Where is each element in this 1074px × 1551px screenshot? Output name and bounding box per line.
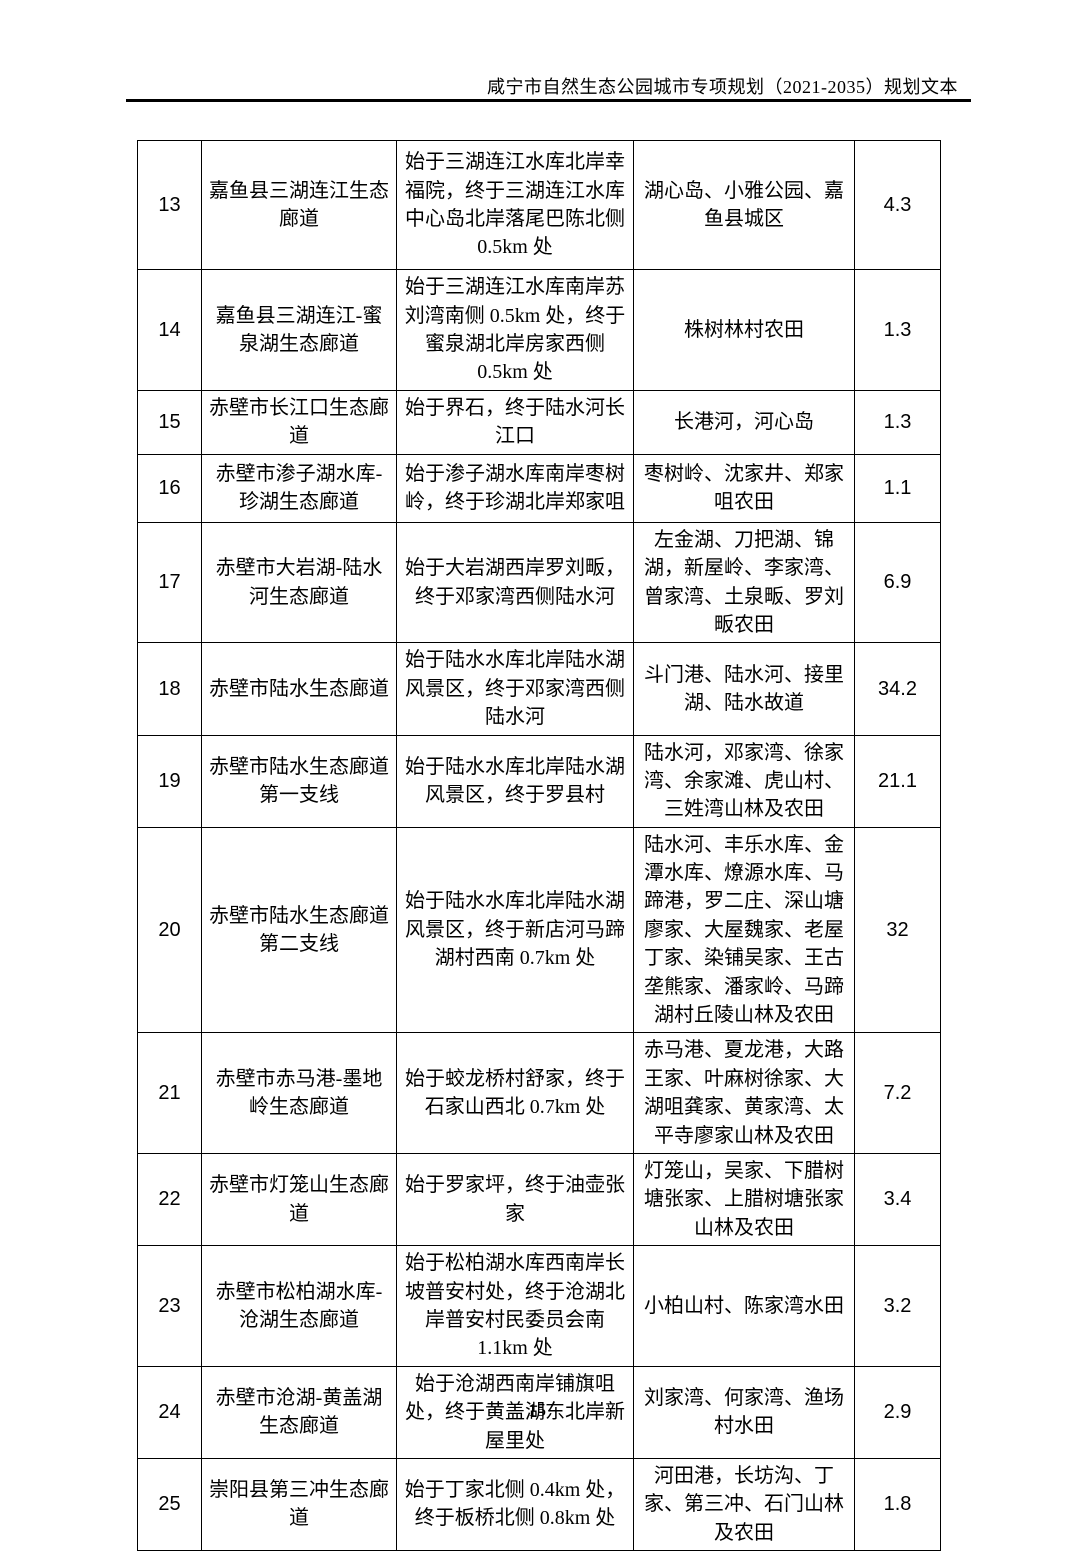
row-number: 15 [137, 390, 202, 455]
table-row: 24 赤壁市沧湖-黄盖湖生态廊道 始于沧湖西南岸铺旗咀处，终于黄盖湖东北岸新屋里… [137, 1365, 941, 1459]
table-row: 25 崇阳县第三冲生态廊道 始于丁家北侧 0.4km 处，终于板桥北侧 0.8k… [137, 1457, 941, 1551]
corridor-length: 32 [854, 826, 941, 1034]
page-header-title: 咸宁市自然生态公园城市专项规划（2021-2035）规划文本 [487, 77, 958, 97]
corridor-length: 21.1 [854, 734, 941, 828]
corridor-name: 赤壁市松柏湖水库-沧湖生态廊道 [201, 1245, 397, 1367]
row-number: 13 [137, 140, 202, 270]
corridor-areas: 河田港，长坊沟、丁家、第三冲、石门山林及农田 [633, 1457, 855, 1551]
corridor-length: 3.4 [854, 1152, 941, 1247]
table-row: 18 赤壁市陆水生态廊道 始于陆水水库北岸陆水湖风景区，终于邓家湾西侧陆水河 斗… [137, 642, 941, 736]
corridor-areas: 左金湖、刀把湖、锦湖，新屋岭、李家湾、曾家湾、土泉畈、罗刘畈农田 [633, 521, 855, 644]
row-number: 17 [137, 521, 202, 644]
corridor-name: 赤壁市灯笼山生态廊道 [201, 1152, 397, 1247]
table-row: 23 赤壁市松柏湖水库-沧湖生态廊道 始于松柏湖水库西南岸长坡普安村处，终于沧湖… [137, 1245, 941, 1367]
corridor-route: 始于陆水水库北岸陆水湖风景区，终于罗县村 [396, 734, 634, 828]
corridor-length: 1.1 [854, 453, 941, 523]
corridor-length: 3.2 [854, 1245, 941, 1367]
corridor-areas: 灯笼山，吴家、下腊树塘张家、上腊树塘张家山林及农田 [633, 1152, 855, 1247]
table-row: 21 赤壁市赤马港-墨地岭生态廊道 始于蛟龙桥村舒家，终于石家山西北 0.7km… [137, 1032, 941, 1154]
corridor-areas: 株树林村农田 [633, 269, 855, 391]
corridor-length: 7.2 [854, 1032, 941, 1154]
corridor-length: 2.9 [854, 1365, 941, 1459]
corridor-name: 赤壁市大岩湖-陆水河生态廊道 [201, 521, 397, 644]
corridor-areas: 枣树岭、沈家井、郑家咀农田 [633, 453, 855, 523]
row-number: 22 [137, 1152, 202, 1247]
corridor-length: 1.8 [854, 1457, 941, 1551]
corridor-name: 赤壁市赤马港-墨地岭生态廊道 [201, 1032, 397, 1154]
page-number: 15 [528, 1400, 546, 1420]
row-number: 25 [137, 1457, 202, 1551]
row-number: 21 [137, 1032, 202, 1154]
table-row: 20 赤壁市陆水生态廊道第二支线 始于陆水水库北岸陆水湖风景区，终于新店河马蹄湖… [137, 826, 941, 1034]
row-number: 23 [137, 1245, 202, 1367]
corridor-areas: 赤马港、夏龙港，大路王家、叶麻树徐家、大湖咀龚家、黄家湾、太平寺廖家山林及农田 [633, 1032, 855, 1154]
row-number: 19 [137, 734, 202, 828]
corridor-name: 赤壁市沧湖-黄盖湖生态廊道 [201, 1365, 397, 1459]
corridor-length: 1.3 [854, 269, 941, 391]
header-rule [126, 99, 971, 102]
row-number: 18 [137, 642, 202, 736]
corridor-name: 赤壁市长江口生态廊道 [201, 390, 397, 455]
corridor-name: 嘉鱼县三湖连江生态廊道 [201, 140, 397, 270]
corridor-route: 始于蛟龙桥村舒家，终于石家山西北 0.7km 处 [396, 1032, 634, 1154]
corridor-length: 34.2 [854, 642, 941, 736]
corridor-areas: 小柏山村、陈家湾水田 [633, 1245, 855, 1367]
table-row: 15 赤壁市长江口生态廊道 始于界石，终于陆水河长江口 长港河，河心岛 1.3 [137, 390, 941, 455]
corridor-table: 13 嘉鱼县三湖连江生态廊道 始于三湖连江水库北岸幸福院，终于三湖连江水库中心岛… [137, 140, 941, 1551]
corridor-name: 崇阳县第三冲生态廊道 [201, 1457, 397, 1551]
row-number: 14 [137, 269, 202, 391]
corridor-areas: 斗门港、陆水河、接里湖、陆水故道 [633, 642, 855, 736]
corridor-name: 赤壁市陆水生态廊道第一支线 [201, 734, 397, 828]
corridor-route: 始于三湖连江水库北岸幸福院，终于三湖连江水库中心岛北岸落尾巴陈北侧 0.5km … [396, 140, 634, 270]
corridor-route: 始于丁家北侧 0.4km 处，终于板桥北侧 0.8km 处 [396, 1457, 634, 1551]
corridor-route: 始于松柏湖水库西南岸长坡普安村处，终于沧湖北岸普安村民委员会南 1.1km 处 [396, 1245, 634, 1367]
table-row: 16 赤壁市渗子湖水库-珍湖生态廊道 始于渗子湖水库南岸枣树岭，终于珍湖北岸郑家… [137, 453, 941, 523]
row-number: 20 [137, 826, 202, 1034]
corridor-name: 赤壁市陆水生态廊道 [201, 642, 397, 736]
corridor-length: 4.3 [854, 140, 941, 270]
corridor-table-body: 13 嘉鱼县三湖连江生态廊道 始于三湖连江水库北岸幸福院，终于三湖连江水库中心岛… [137, 140, 941, 1551]
corridor-route: 始于大岩湖西岸罗刘畈，终于邓家湾西侧陆水河 [396, 521, 634, 644]
corridor-areas: 陆水河，邓家湾、徐家湾、余家滩、虎山村、三姓湾山林及农田 [633, 734, 855, 828]
row-number: 16 [137, 453, 202, 523]
table-row: 17 赤壁市大岩湖-陆水河生态廊道 始于大岩湖西岸罗刘畈，终于邓家湾西侧陆水河 … [137, 521, 941, 644]
corridor-areas: 长港河，河心岛 [633, 390, 855, 455]
row-number: 24 [137, 1365, 202, 1459]
corridor-route: 始于陆水水库北岸陆水湖风景区，终于新店河马蹄湖村西南 0.7km 处 [396, 826, 634, 1034]
corridor-length: 1.3 [854, 390, 941, 455]
table-row: 13 嘉鱼县三湖连江生态廊道 始于三湖连江水库北岸幸福院，终于三湖连江水库中心岛… [137, 140, 941, 270]
corridor-route: 始于三湖连江水库南岸苏刘湾南侧 0.5km 处，终于蜜泉湖北岸房家西侧 0.5k… [396, 269, 634, 391]
corridor-areas: 刘家湾、何家湾、渔场村水田 [633, 1365, 855, 1459]
corridor-route: 始于罗家坪，终于油壶张家 [396, 1152, 634, 1247]
corridor-areas: 湖心岛、小雅公园、嘉鱼县城区 [633, 140, 855, 270]
corridor-length: 6.9 [854, 521, 941, 644]
table-row: 22 赤壁市灯笼山生态廊道 始于罗家坪，终于油壶张家 灯笼山，吴家、下腊树塘张家… [137, 1152, 941, 1247]
corridor-route: 始于陆水水库北岸陆水湖风景区，终于邓家湾西侧陆水河 [396, 642, 634, 736]
corridor-route: 始于沧湖西南岸铺旗咀处，终于黄盖湖东北岸新屋里处 [396, 1365, 634, 1459]
corridor-name: 赤壁市陆水生态廊道第二支线 [201, 826, 397, 1034]
table-row: 19 赤壁市陆水生态廊道第一支线 始于陆水水库北岸陆水湖风景区，终于罗县村 陆水… [137, 734, 941, 828]
corridor-route: 始于渗子湖水库南岸枣树岭，终于珍湖北岸郑家咀 [396, 453, 634, 523]
corridor-route: 始于界石，终于陆水河长江口 [396, 390, 634, 455]
corridor-areas: 陆水河、丰乐水库、金潭水库、燎源水库、马蹄港，罗二庄、深山塘廖家、大屋魏家、老屋… [633, 826, 855, 1034]
corridor-name: 赤壁市渗子湖水库-珍湖生态廊道 [201, 453, 397, 523]
corridor-name: 嘉鱼县三湖连江-蜜泉湖生态廊道 [201, 269, 397, 391]
table-row: 14 嘉鱼县三湖连江-蜜泉湖生态廊道 始于三湖连江水库南岸苏刘湾南侧 0.5km… [137, 269, 941, 391]
